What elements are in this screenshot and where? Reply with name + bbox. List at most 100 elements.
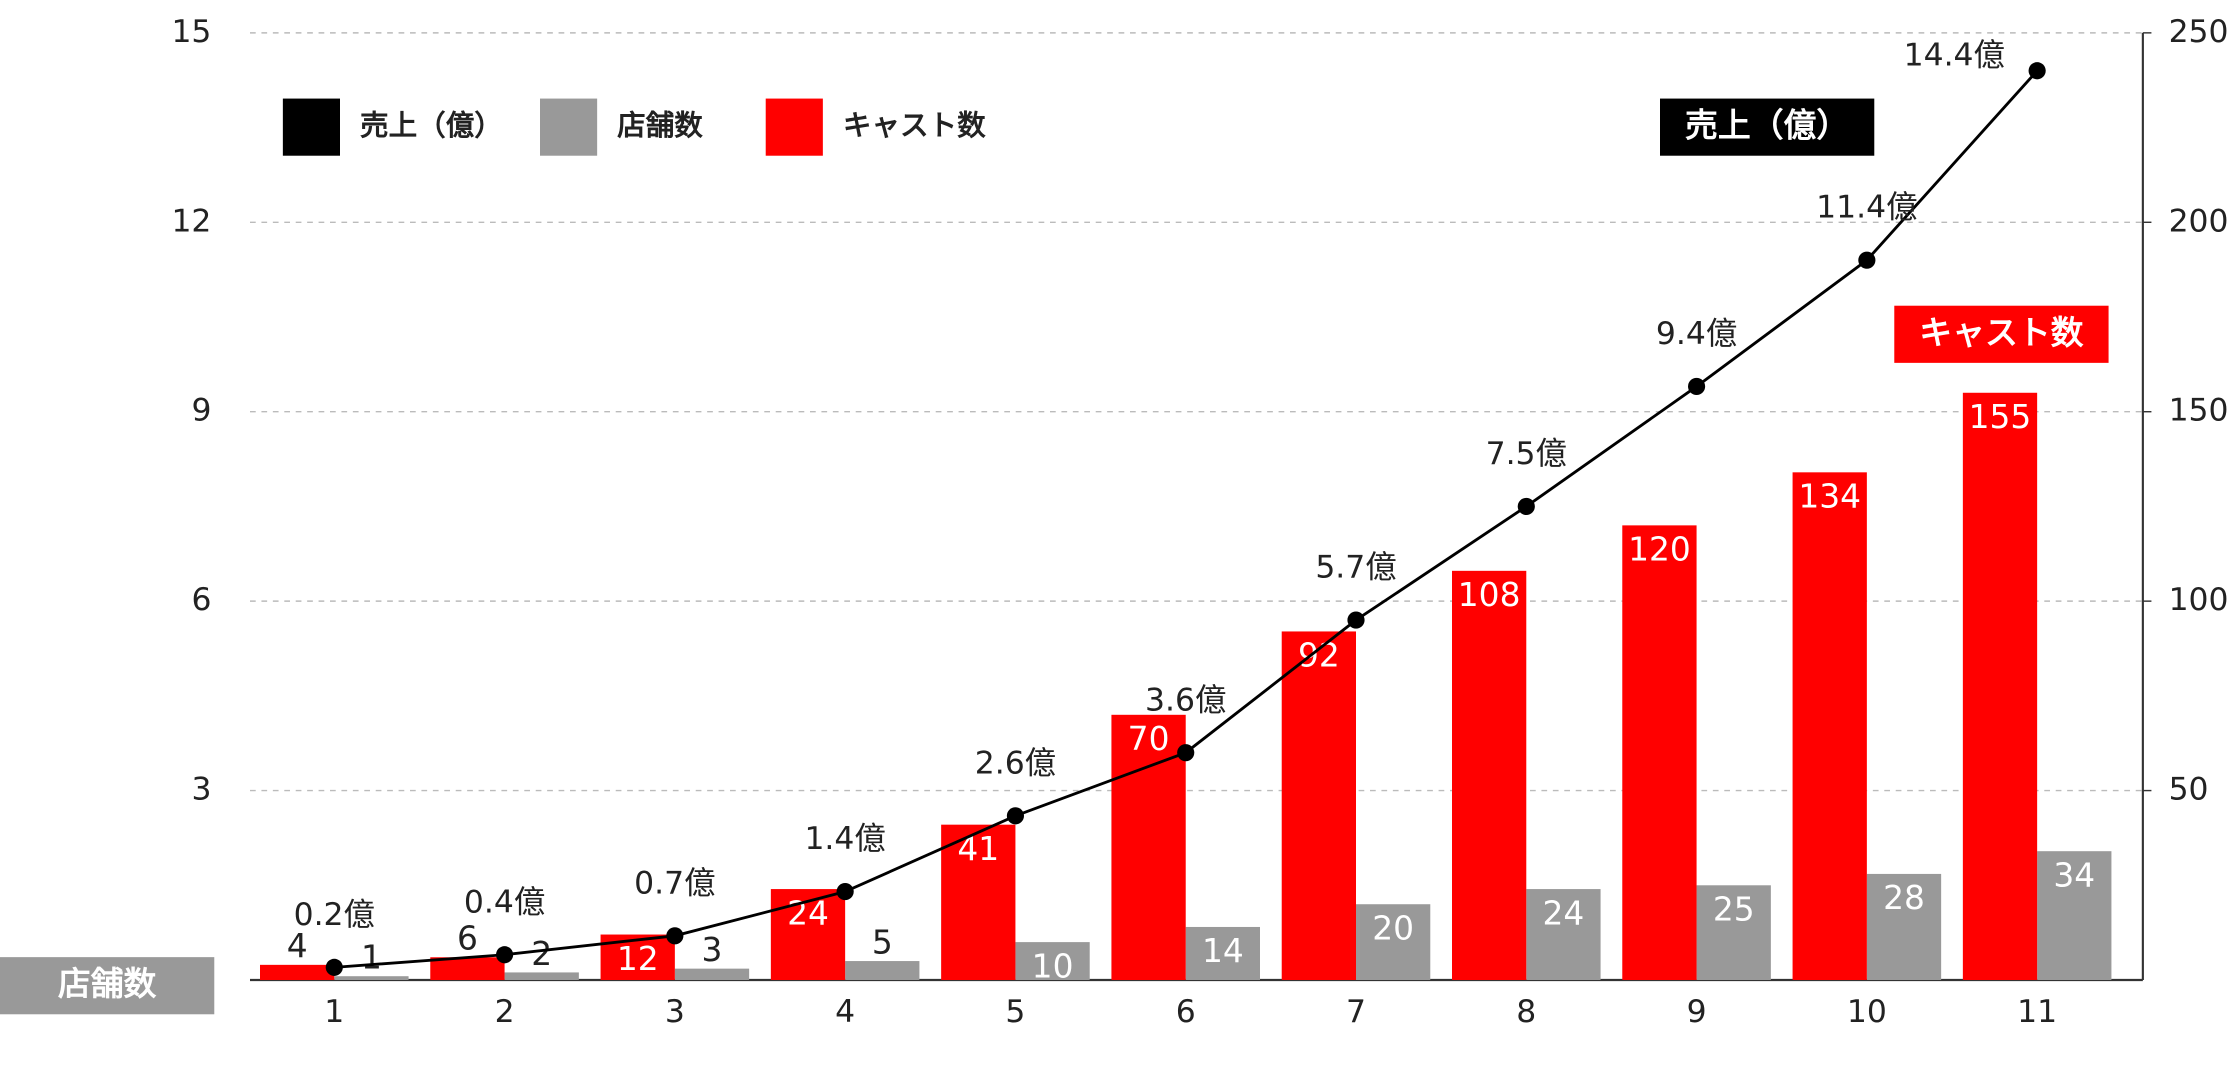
legend-swatch (540, 98, 598, 156)
bar-value-label: 1 (361, 939, 382, 977)
bar (1356, 904, 1431, 980)
line-point (325, 958, 343, 976)
bar-value-label: 12 (617, 940, 659, 978)
bar (1185, 926, 1260, 980)
y2-tick-label: 50 (2169, 772, 2209, 808)
bar (1452, 570, 1527, 980)
legend-label: 売上（億） (360, 108, 503, 142)
bar-value-label: 2 (531, 935, 552, 973)
line-point (2028, 62, 2046, 80)
line-point (1006, 807, 1024, 825)
bar (1962, 392, 2038, 980)
x-tick-label: 9 (1687, 994, 1707, 1030)
line-point (1858, 251, 1876, 269)
line (334, 69, 2039, 969)
legend-swatch (765, 98, 823, 156)
x-tick-label: 1 (324, 994, 344, 1030)
line-value-label: 0.7億 (634, 865, 715, 901)
line-value-label: 3.6億 (1145, 682, 1226, 718)
bar-value-label: 92 (1298, 637, 1340, 675)
bar (770, 889, 846, 980)
bar (1696, 885, 1771, 980)
x-tick-label: 3 (665, 994, 685, 1030)
y-tick-label: 15 (171, 14, 211, 50)
bar-value-label: 5 (872, 923, 893, 961)
line-point (496, 946, 514, 964)
annotation-box (1660, 98, 1875, 156)
y-tick-label: 12 (171, 203, 211, 239)
line-value-label: 2.6億 (975, 745, 1056, 781)
x-tick-label: 7 (1346, 994, 1366, 1030)
y-tick-label: 9 (191, 393, 211, 429)
x-tick-label: 8 (1516, 994, 1536, 1030)
bar (1792, 472, 1867, 980)
annotation-label: キャスト数 (1919, 314, 2083, 352)
x-tick-label: 5 (1005, 994, 1025, 1030)
line-value-label: 9.4億 (1656, 316, 1737, 352)
line-value-label: 0.2億 (294, 897, 375, 933)
y-tick-label: 6 (191, 582, 211, 618)
line-point (1517, 497, 1535, 515)
annotation-box (1894, 305, 2109, 363)
bar (1015, 942, 1090, 980)
bar (2037, 851, 2112, 980)
line-point (666, 927, 684, 945)
bar-value-label: 34 (2053, 856, 2095, 894)
bar (941, 824, 1016, 980)
bar (260, 964, 335, 980)
legend-label: 店舗数 (617, 108, 703, 142)
x-tick-label: 11 (2017, 994, 2057, 1030)
line-value-label: 7.5億 (1486, 436, 1567, 472)
bar-value-label: 3 (702, 931, 723, 969)
bar-value-label: 134 (1798, 478, 1861, 516)
line-value-label: 1.4億 (804, 821, 885, 857)
bar-value-label: 4 (287, 927, 308, 965)
bar-value-label: 28 (1883, 879, 1925, 917)
line-value-label: 0.4億 (464, 884, 545, 920)
bar-value-label: 14 (1202, 932, 1244, 970)
bar (334, 976, 409, 980)
line-point (1347, 611, 1365, 629)
bar-value-label: 108 (1458, 576, 1521, 614)
bar (1866, 873, 1942, 980)
y2-tick-label: 150 (2169, 393, 2229, 429)
x-tick-label: 2 (495, 994, 515, 1030)
legend-swatch (282, 98, 340, 156)
y-tick-label: 3 (191, 772, 211, 808)
bar (1622, 525, 1697, 980)
bar (1281, 631, 1356, 980)
bar-value-label: 155 (1969, 398, 2032, 436)
x-tick-label: 6 (1176, 994, 1196, 1030)
bar-value-label: 6 (457, 920, 478, 958)
bar (1111, 714, 1186, 980)
x-tick-label: 4 (835, 994, 855, 1030)
y2-tick-label: 250 (2169, 14, 2229, 50)
bar-value-label: 24 (1543, 894, 1585, 932)
line-point (836, 883, 854, 901)
line-value-label: 5.7億 (1315, 550, 1396, 586)
bar (845, 961, 920, 980)
bar-value-label: 20 (1372, 909, 1414, 947)
line-point (1688, 377, 1706, 396)
annotation-label: 店舗数 (58, 965, 157, 1003)
bar-value-label: 10 (1032, 947, 1074, 985)
line-value-label: 14.4億 (1904, 37, 2005, 73)
legend-label: キャスト数 (843, 108, 986, 142)
annotation-box (0, 957, 215, 1015)
y2-tick-label: 100 (2169, 582, 2229, 618)
line-value-label: 11.4億 (1816, 190, 1917, 226)
annotation-label: 売上（億） (1685, 107, 1849, 145)
y2-tick-label: 200 (2169, 203, 2229, 239)
x-tick-label: 10 (1847, 994, 1887, 1030)
line-point (1177, 744, 1195, 762)
bar-value-label: 120 (1628, 531, 1691, 569)
bar (430, 957, 505, 980)
bar-value-label: 25 (1713, 891, 1755, 929)
bar (674, 968, 750, 980)
bar-value-label: 70 (1128, 720, 1170, 758)
bar (504, 972, 579, 980)
bar-value-label: 41 (957, 830, 999, 868)
bar (1526, 889, 1601, 980)
